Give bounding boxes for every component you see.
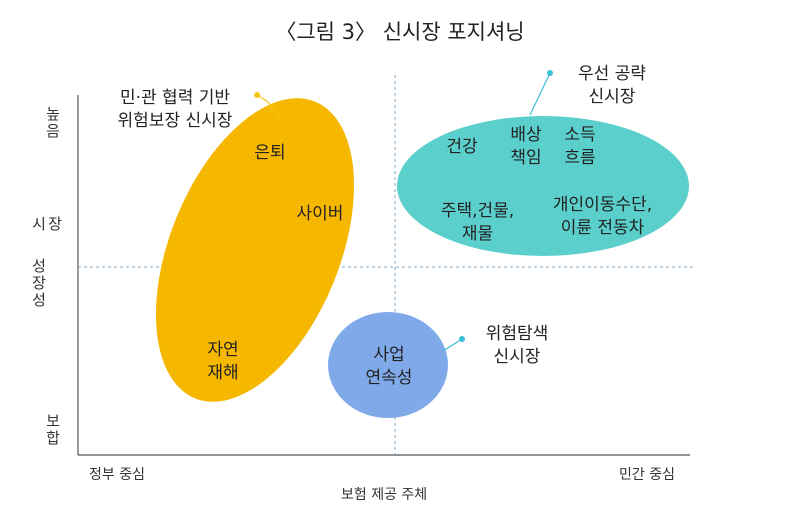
- item-business-1: 사업: [373, 345, 405, 365]
- teal-callout-line1: 우선 공략: [578, 64, 646, 84]
- item-income-2: 흐름: [564, 148, 596, 168]
- orange-callout-line2: 위험보장 신시장: [117, 111, 233, 131]
- orange-callout-line: [267, 101, 281, 118]
- teal-callout-line: [529, 72, 551, 116]
- item-cyber: 사이버: [296, 204, 344, 224]
- item-health: 건강: [446, 137, 478, 157]
- y-axis-label-3: 성장성: [32, 257, 46, 309]
- blue-callout-line1: 위험탐색: [485, 324, 549, 344]
- item-income-1: 소득: [564, 125, 596, 145]
- teal-ellipse: [397, 116, 689, 256]
- item-mobility-2: 이륜 전동차: [560, 218, 645, 238]
- orange-callout-line1: 민·관 협력 기반: [119, 88, 231, 108]
- y-high-label: 높음: [46, 105, 60, 140]
- orange-ellipse: [155, 98, 355, 402]
- y-axis-label-2: 장: [48, 215, 62, 233]
- item-disaster: 재해: [207, 363, 239, 383]
- teal-callout-line2: 신시장: [588, 87, 636, 107]
- item-natural: 자연: [207, 340, 239, 360]
- y-axis-label-1: 시: [32, 215, 46, 233]
- item-retirement: 은퇴: [254, 143, 286, 163]
- item-property-1: 주택,건물,: [440, 201, 515, 221]
- item-business-2: 연속성: [365, 368, 413, 388]
- item-property-2: 재물: [461, 224, 494, 244]
- x-axis-label: 보험 제공 주체: [341, 487, 428, 503]
- blue-ellipse: [328, 312, 448, 418]
- blue-callout-line2: 신시장: [493, 347, 541, 367]
- blue-callout-line: [442, 338, 463, 352]
- x-right-label: 민간 중심: [619, 467, 675, 483]
- x-left-label: 정부 중심: [89, 467, 145, 483]
- figure-title: 〈그림 3〉 신시장 포지셔닝: [275, 20, 525, 44]
- y-low-label: 보합: [46, 412, 60, 447]
- item-mobility-1: 개인이동수단,: [552, 195, 653, 215]
- item-liability-2: 책임: [510, 148, 542, 168]
- item-liability-1: 배상: [510, 125, 542, 145]
